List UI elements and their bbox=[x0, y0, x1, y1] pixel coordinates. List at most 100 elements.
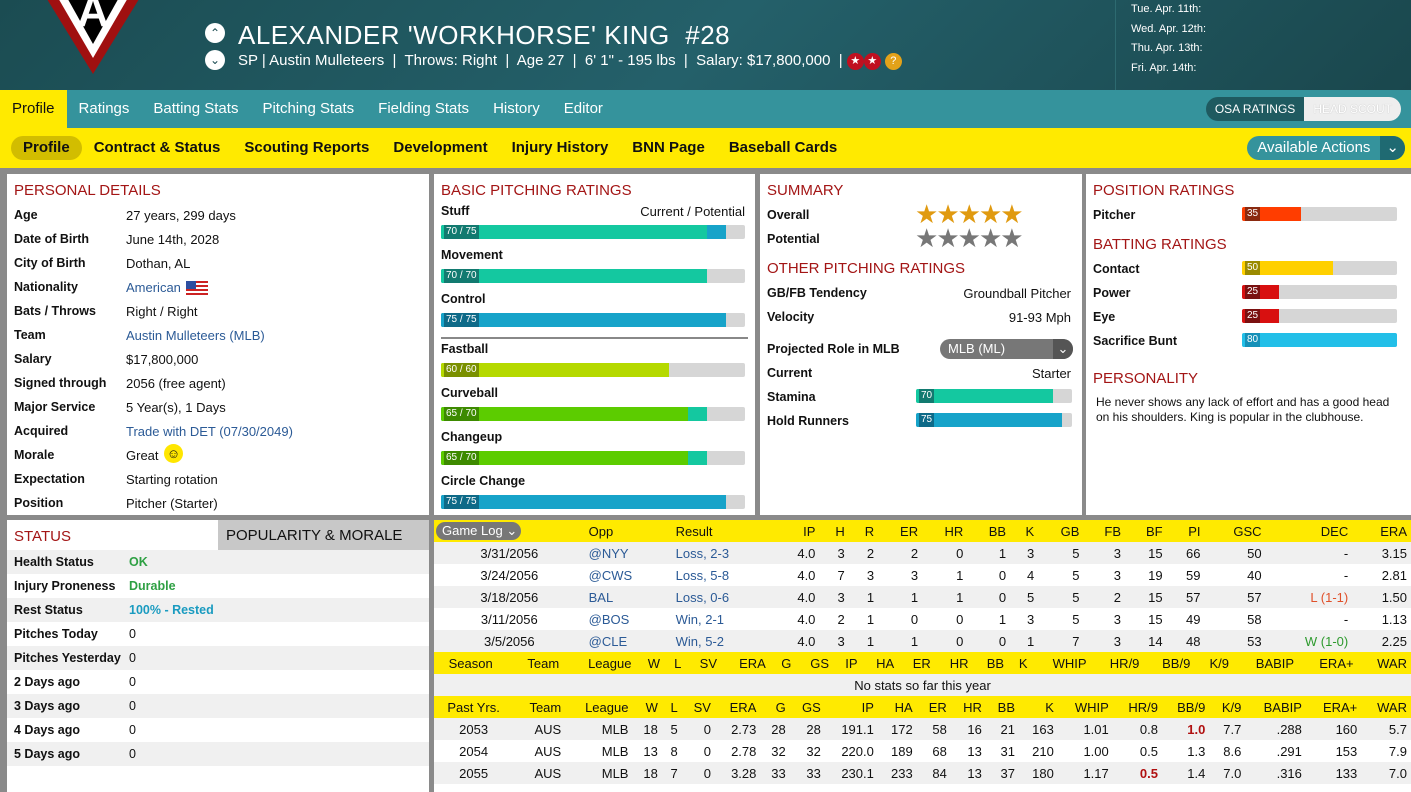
calendar-day[interactable]: Wed. Apr. 12th: bbox=[1131, 22, 1207, 35]
available-actions-dropdown[interactable]: Available Actions ⌄ bbox=[1247, 136, 1405, 160]
column-header[interactable]: HR bbox=[922, 520, 968, 542]
column-header[interactable]: BABIP bbox=[1232, 652, 1299, 674]
column-header[interactable]: WAR bbox=[1357, 652, 1411, 674]
game-log-select[interactable]: Game Log ⌄ bbox=[436, 522, 522, 540]
column-header[interactable]: ER bbox=[878, 520, 923, 542]
column-header[interactable]: ERA bbox=[714, 696, 761, 718]
column-header[interactable]: BB/9 bbox=[1161, 696, 1210, 718]
column-header[interactable]: League bbox=[563, 652, 636, 674]
cell[interactable]: @CWS bbox=[588, 567, 633, 583]
column-header[interactable]: Season bbox=[434, 652, 508, 674]
cell[interactable]: Loss, 2-3 bbox=[671, 542, 776, 564]
column-header[interactable]: K bbox=[1010, 520, 1039, 542]
column-header[interactable]: HA bbox=[877, 696, 917, 718]
tab-pitching-stats[interactable]: Pitching Stats bbox=[262, 100, 355, 117]
column-header[interactable]: BB bbox=[985, 696, 1020, 718]
column-header[interactable]: Opp bbox=[584, 520, 672, 542]
subtab-baseball-cards[interactable]: Baseball Cards bbox=[728, 139, 838, 156]
column-header[interactable]: G bbox=[760, 696, 790, 718]
subtab-injury-history[interactable]: Injury History bbox=[511, 139, 609, 156]
cell[interactable]: Loss, 0-6 bbox=[671, 586, 776, 608]
cell[interactable]: Loss, 5-8 bbox=[675, 567, 730, 583]
column-header[interactable]: WHIP bbox=[1031, 652, 1091, 674]
tab-history[interactable]: History bbox=[493, 100, 540, 117]
column-header[interactable]: ERA bbox=[721, 652, 770, 674]
column-header[interactable]: WAR bbox=[1361, 696, 1411, 718]
detail-value[interactable]: American bbox=[126, 280, 181, 295]
column-header[interactable]: R bbox=[848, 520, 879, 542]
column-header[interactable]: W bbox=[632, 696, 662, 718]
column-header[interactable]: G bbox=[769, 652, 796, 674]
projected-role-select[interactable]: MLB (ML) ⌄ bbox=[940, 339, 1073, 359]
column-header[interactable]: HR/9 bbox=[1090, 652, 1144, 674]
subtab-scouting-reports[interactable]: Scouting Reports bbox=[244, 139, 370, 156]
column-header[interactable]: Team bbox=[513, 696, 566, 718]
column-header[interactable]: PI bbox=[1166, 520, 1205, 542]
column-header[interactable]: W bbox=[635, 652, 664, 674]
question-badge-icon[interactable]: ? bbox=[884, 52, 902, 70]
ratings-source-toggle[interactable]: OSA RATINGS HEAD SCOUT bbox=[1205, 97, 1401, 121]
subtab-profile[interactable]: Profile bbox=[11, 136, 82, 160]
column-header[interactable]: Past Yrs. bbox=[434, 696, 514, 718]
column-header[interactable]: GS bbox=[795, 652, 833, 674]
detail-value[interactable]: Austin Mulleteers (MLB) bbox=[126, 328, 265, 343]
tab-ratings[interactable]: Ratings bbox=[78, 100, 130, 117]
column-header[interactable]: HR/9 bbox=[1112, 696, 1162, 718]
column-header[interactable]: IP bbox=[833, 652, 862, 674]
next-player-button[interactable]: ⌄ bbox=[205, 50, 225, 70]
cell[interactable]: BAL bbox=[584, 586, 672, 608]
column-header[interactable]: IP bbox=[824, 696, 878, 718]
osa-ratings-button[interactable]: OSA RATINGS bbox=[1205, 97, 1305, 121]
column-header[interactable]: H bbox=[819, 520, 849, 542]
cell[interactable]: Win, 5-2 bbox=[671, 630, 776, 652]
tab-popularity-morale[interactable]: POPULARITY & MORALE bbox=[218, 520, 429, 550]
tab-batting-stats[interactable]: Batting Stats bbox=[153, 100, 239, 117]
column-header[interactable]: GS bbox=[789, 696, 825, 718]
column-header[interactable]: BB/9 bbox=[1143, 652, 1195, 674]
column-header[interactable]: IP bbox=[775, 520, 820, 542]
column-header[interactable]: ER bbox=[916, 696, 951, 718]
cell[interactable]: @BOS bbox=[588, 611, 630, 627]
column-header[interactable]: K bbox=[1019, 696, 1058, 718]
column-header[interactable]: HR bbox=[950, 696, 986, 718]
column-header[interactable]: HA bbox=[861, 652, 899, 674]
column-header[interactable]: DEC bbox=[1265, 520, 1353, 542]
column-header[interactable]: GB bbox=[1038, 520, 1084, 542]
subtab-development[interactable]: Development bbox=[393, 139, 488, 156]
column-header[interactable]: K/9 bbox=[1209, 696, 1246, 718]
cell[interactable]: Win, 2-1 bbox=[675, 611, 725, 627]
column-header[interactable]: BB bbox=[967, 520, 1011, 542]
column-header[interactable]: K bbox=[1008, 652, 1032, 674]
column-header[interactable]: BB bbox=[972, 652, 1009, 674]
column-header[interactable]: ER bbox=[898, 652, 935, 674]
column-header[interactable]: Result bbox=[671, 520, 776, 542]
detail-value[interactable]: Trade with DET (07/30/2049) bbox=[126, 424, 293, 439]
tab-fielding-stats[interactable]: Fielding Stats bbox=[378, 100, 470, 117]
column-header[interactable]: ERA+ bbox=[1305, 696, 1362, 718]
column-header[interactable]: L bbox=[663, 652, 686, 674]
cell[interactable]: @CLE bbox=[584, 630, 672, 652]
subtab-bnn-page[interactable]: BNN Page bbox=[632, 139, 705, 156]
calendar-day[interactable]: Fri. Apr. 14th: bbox=[1131, 61, 1197, 74]
column-header[interactable]: ERA+ bbox=[1298, 652, 1358, 674]
calendar-day[interactable]: Thu. Apr. 13th: bbox=[1131, 42, 1203, 54]
head-scout-button[interactable]: HEAD SCOUT bbox=[1304, 97, 1401, 121]
tab-profile[interactable]: Profile bbox=[0, 90, 67, 128]
column-header[interactable]: Team bbox=[507, 652, 564, 674]
column-header[interactable]: GSC bbox=[1204, 520, 1266, 542]
tab-status[interactable]: STATUS bbox=[14, 528, 71, 545]
column-header[interactable]: BABIP bbox=[1245, 696, 1306, 718]
column-header[interactable]: L bbox=[661, 696, 682, 718]
column-header[interactable]: WHIP bbox=[1057, 696, 1113, 718]
column-header[interactable]: HR bbox=[934, 652, 973, 674]
column-header[interactable]: League bbox=[565, 696, 633, 718]
subtab-contract-status[interactable]: Contract & Status bbox=[93, 139, 221, 156]
cell[interactable]: @NYY bbox=[584, 542, 672, 564]
column-header[interactable]: ERA bbox=[1352, 520, 1411, 542]
column-header[interactable]: SV bbox=[681, 696, 715, 718]
previous-player-button[interactable]: ⌃ bbox=[205, 23, 225, 43]
column-header[interactable]: BF bbox=[1125, 520, 1167, 542]
tab-editor[interactable]: Editor bbox=[563, 100, 603, 117]
column-header[interactable]: K/9 bbox=[1194, 652, 1233, 674]
column-header[interactable]: FB bbox=[1083, 520, 1126, 542]
